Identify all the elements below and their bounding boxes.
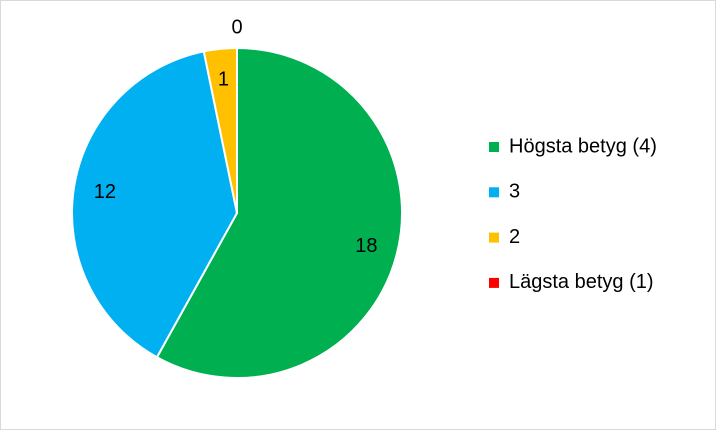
data-label: 18 xyxy=(355,235,377,257)
pie-slice xyxy=(155,46,403,379)
legend-label: 2 xyxy=(509,226,520,248)
legend-label: Högsta betyg (4) xyxy=(509,135,657,157)
legend-swatch xyxy=(489,187,499,198)
legend-label: Lägsta betyg (1) xyxy=(509,271,654,293)
legend-swatch xyxy=(489,142,499,152)
data-label: 12 xyxy=(94,181,116,203)
legend-swatch xyxy=(489,277,499,288)
legend-label: 3 xyxy=(509,181,520,203)
data-label: 1 xyxy=(218,68,229,90)
legend-swatch xyxy=(489,232,499,243)
data-label: 0 xyxy=(231,16,242,38)
pie-slice xyxy=(71,50,239,359)
